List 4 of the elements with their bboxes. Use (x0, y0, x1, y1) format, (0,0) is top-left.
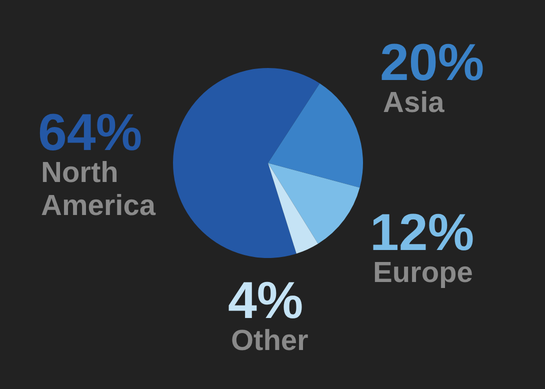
pie-slice (268, 83, 363, 188)
pie-slice (173, 68, 320, 258)
pie-slice (268, 163, 318, 254)
pie-slice (268, 163, 360, 244)
